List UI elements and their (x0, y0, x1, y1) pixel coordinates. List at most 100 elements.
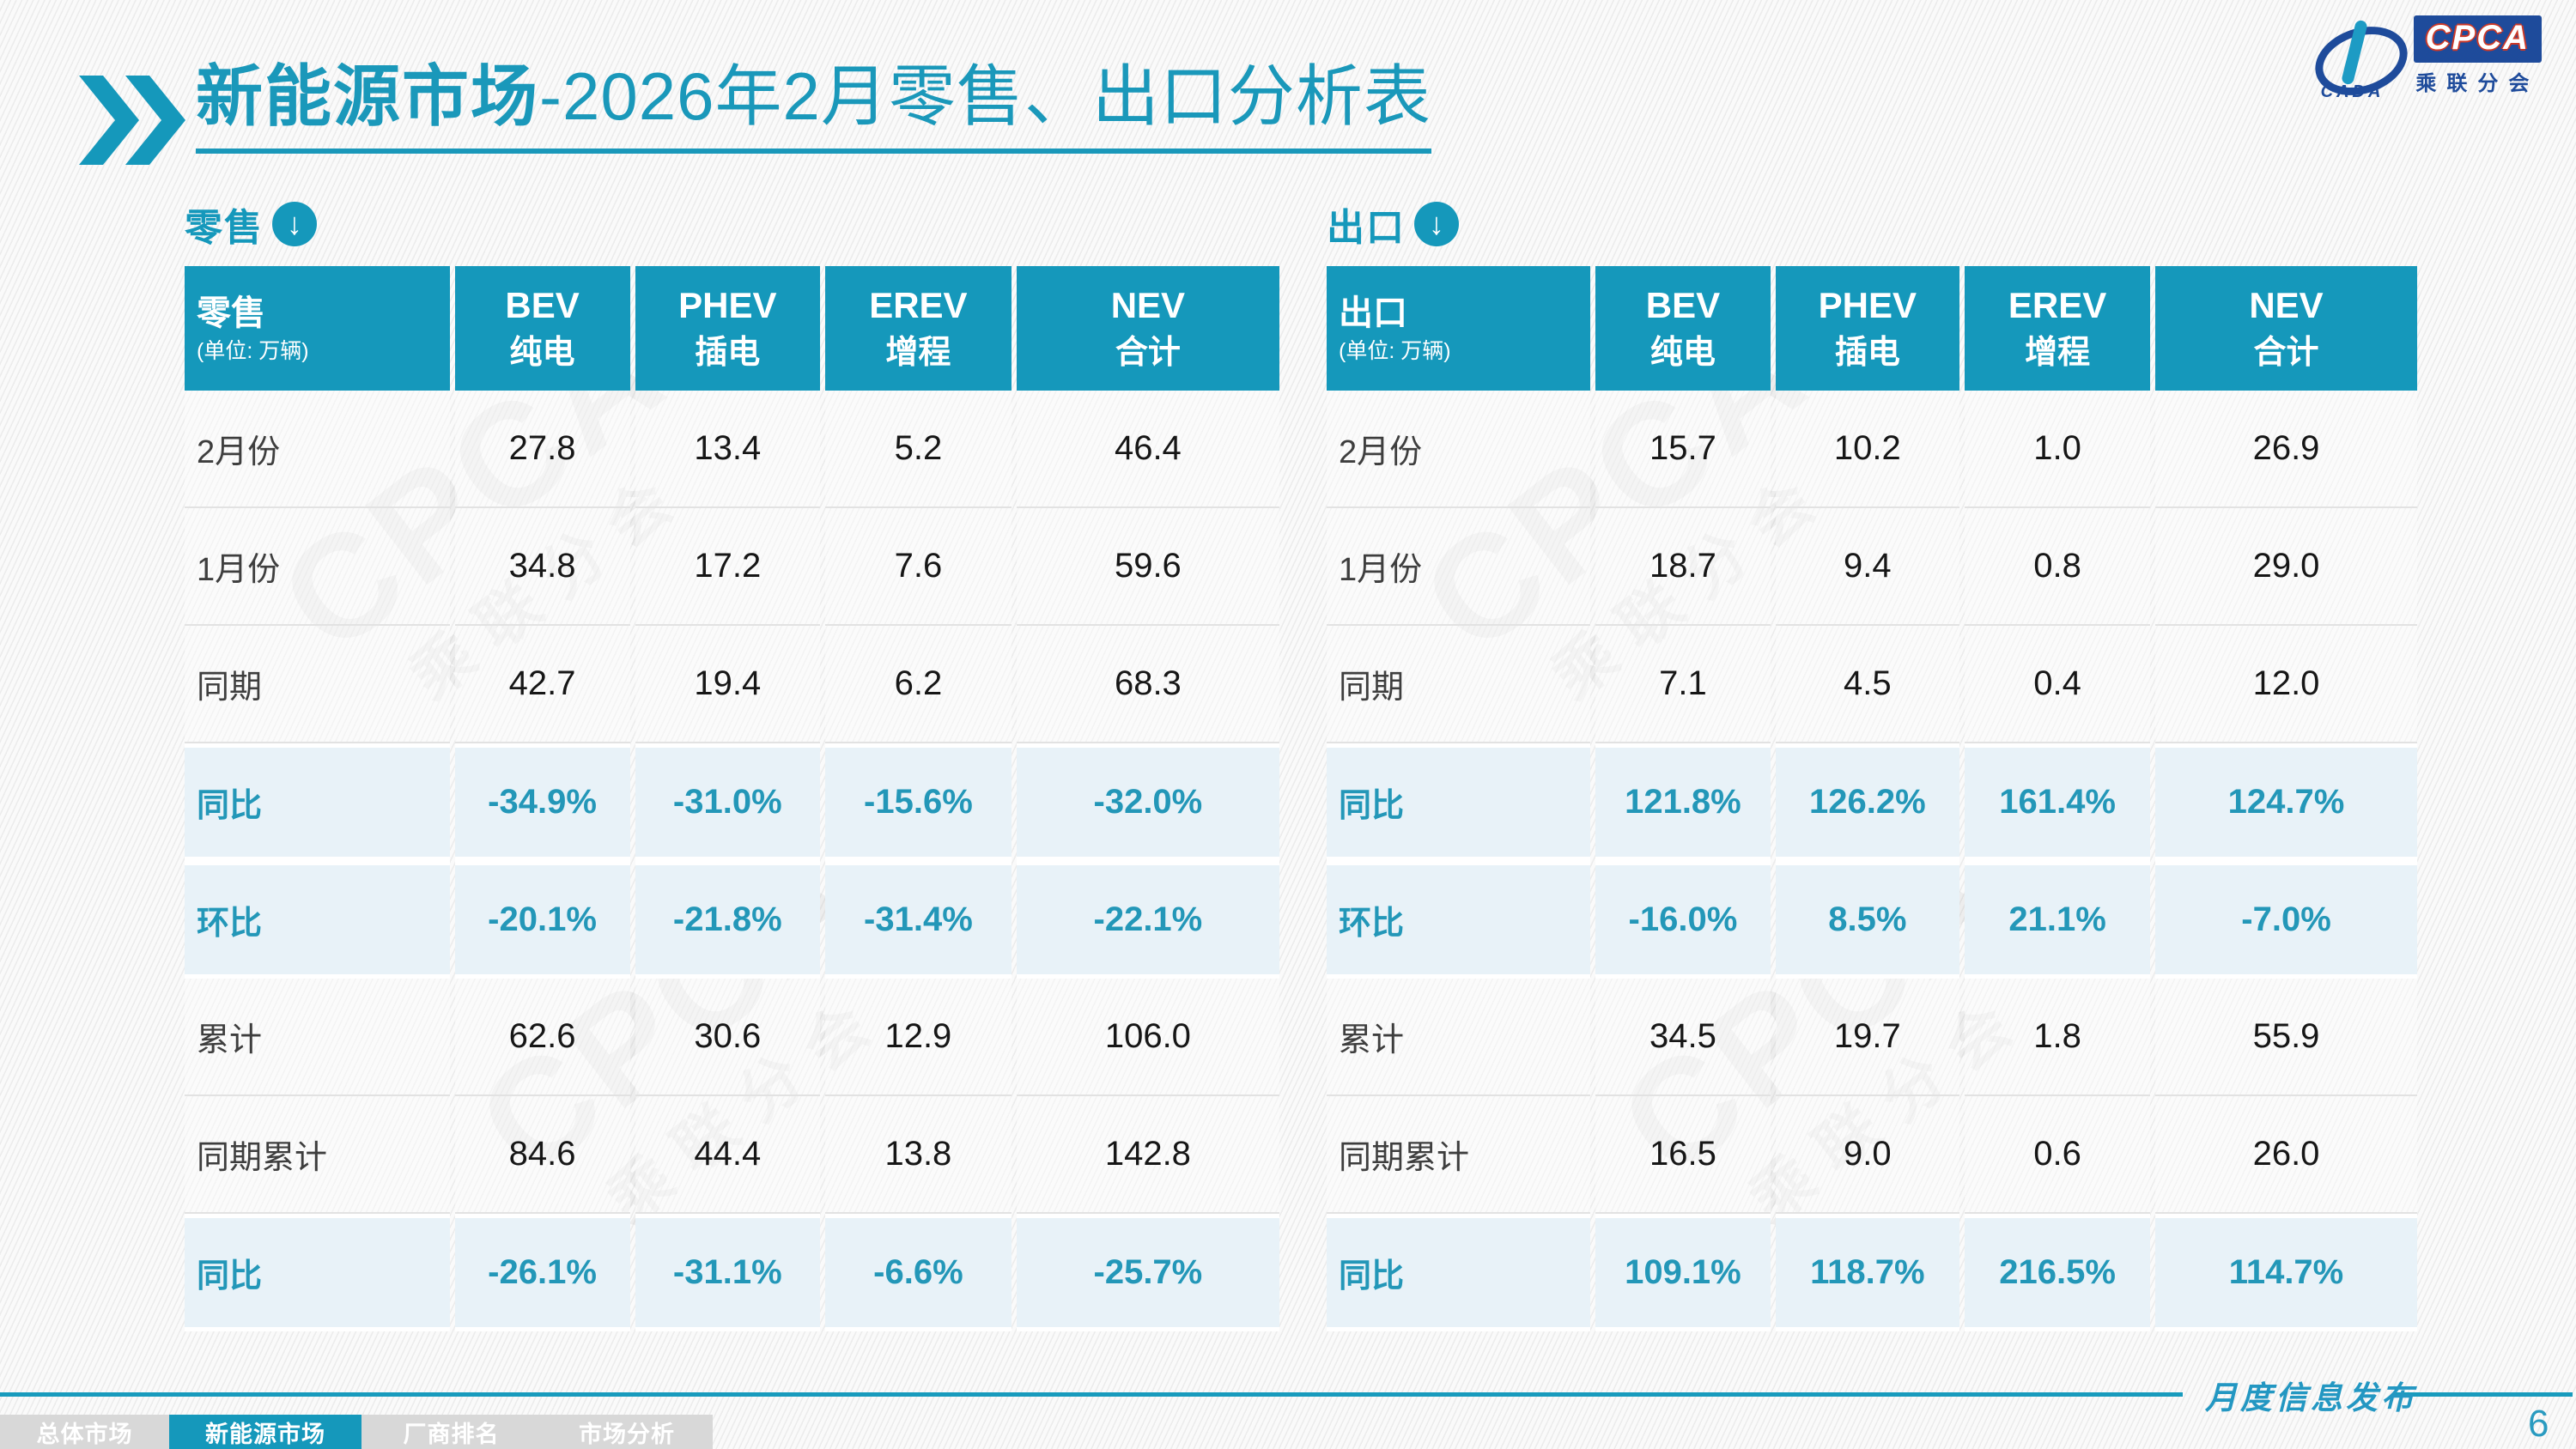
data-cell: 109.1% (1595, 1214, 1771, 1331)
column-header-nev: NEV 合计 (1016, 266, 1279, 391)
cpca-wordmark: CPCA (2414, 15, 2542, 63)
export-table: 出口 (单位: 万辆) BEV 纯电 PHEV 插电 EREV 增程 NEV 合计 2月份 15… (1327, 266, 2417, 1331)
row-label: 同比 (1327, 1214, 1591, 1331)
row-label: 环比 (185, 861, 450, 979)
data-cell: 7.1 (1595, 626, 1771, 743)
table-body: 2月份 27.8 13.4 5.2 46.4 1月份 34.8 17.2 7.6 59.6 同期 42… (185, 391, 1279, 1331)
row-label: 同比 (185, 743, 450, 861)
data-cell: -25.7% (1016, 1214, 1279, 1331)
data-cell: 142.8 (1016, 1096, 1279, 1214)
data-cell: 7.6 (825, 508, 1012, 626)
data-cell: 0.6 (1965, 1096, 2151, 1214)
data-cell: 16.5 (1595, 1096, 1771, 1214)
row-label: 2月份 (185, 391, 450, 508)
corner-label: 出口 (1339, 294, 1407, 332)
data-cell: 10.2 (1775, 391, 1960, 508)
data-cell: 42.7 (454, 626, 630, 743)
data-cell: 9.0 (1775, 1096, 1960, 1214)
data-cell: 29.0 (2155, 508, 2417, 626)
data-cell: -34.9% (454, 743, 630, 861)
export-section-head: 出口 ↓ (1327, 197, 1459, 251)
data-cell: 12.0 (2155, 626, 2417, 743)
table-row: 同期 42.7 19.4 6.2 68.3 (185, 626, 1279, 743)
data-cell: 1.8 (1965, 979, 2151, 1096)
data-cell: 19.4 (635, 626, 821, 743)
column-header-bev: BEV 纯电 (1595, 266, 1771, 391)
bottom-navbar: 总体市场 新能源市场 厂商排名 市场分析 (0, 1415, 713, 1449)
nav-tab-厂商排名[interactable]: 厂商排名 (403, 1421, 500, 1447)
data-cell: 126.2% (1775, 743, 1960, 861)
title-chevrons-icon (79, 76, 208, 165)
data-cell: 21.1% (1965, 861, 2151, 979)
row-label: 1月份 (185, 508, 450, 626)
column-header-cn: 纯电 (1649, 335, 1716, 371)
data-cell: -22.1% (1016, 861, 1279, 979)
table-corner-header: 出口 (单位: 万辆) (1327, 266, 1591, 391)
column-header-phev: PHEV 插电 (635, 266, 821, 391)
column-header-cn: 增程 (2025, 335, 2091, 371)
data-cell: 4.5 (1775, 626, 1960, 743)
export-section-label: 出口 (1327, 207, 1406, 249)
down-arrow-icon: ↓ (272, 202, 317, 246)
column-header-en: NEV (1110, 284, 1186, 325)
table-row: 同比 109.1% 118.7% 216.5% 114.7% (1327, 1214, 2417, 1331)
nav-tab-新能源市场[interactable]: 新能源市场 (169, 1415, 361, 1449)
column-header-nev: NEV 合计 (2155, 266, 2417, 391)
corner-label: 零售 (197, 294, 265, 332)
data-cell: 5.2 (825, 391, 1012, 508)
page-title-market: 新能源市场 (196, 58, 540, 134)
corner-unit: (单位: 万辆) (1339, 338, 1451, 363)
data-cell: -16.0% (1595, 861, 1771, 979)
data-cell: 18.7 (1595, 508, 1771, 626)
nav-tab-市场分析[interactable]: 市场分析 (579, 1421, 675, 1447)
data-cell: 9.4 (1775, 508, 1960, 626)
data-cell: -32.0% (1016, 743, 1279, 861)
data-cell: 34.8 (454, 508, 630, 626)
column-header-en: EREV (869, 284, 968, 325)
data-cell: 1.0 (1965, 391, 2151, 508)
column-header-en: BEV (505, 284, 580, 325)
corner-unit: (单位: 万辆) (197, 338, 309, 363)
data-cell: 124.7% (2155, 743, 2417, 861)
table-row: 1月份 34.8 17.2 7.6 59.6 (185, 508, 1279, 626)
column-header-en: NEV (2249, 284, 2324, 325)
table-row: 2月份 15.7 10.2 1.0 26.9 (1327, 391, 2417, 508)
row-label: 累计 (185, 979, 450, 1096)
table-row: 同期累计 16.5 9.0 0.6 26.0 (1327, 1096, 2417, 1214)
data-cell: 19.7 (1775, 979, 1960, 1096)
column-header-cn: 纯电 (509, 335, 575, 371)
data-cell: -15.6% (825, 743, 1012, 861)
data-cell: -6.6% (825, 1214, 1012, 1331)
data-cell: 13.4 (635, 391, 821, 508)
column-header-erev: EREV 增程 (825, 266, 1012, 391)
column-header-en: BEV (1645, 284, 1721, 325)
row-label: 累计 (1327, 979, 1591, 1096)
table-row: 同期 7.1 4.5 0.4 12.0 (1327, 626, 2417, 743)
page-title: 新能源市场-2026年2月零售、出口分析表 (196, 53, 1431, 155)
data-cell: -21.8% (635, 861, 821, 979)
table-row: 环比 -16.0% 8.5% 21.1% -7.0% (1327, 861, 2417, 979)
data-cell: -20.1% (454, 861, 630, 979)
data-cell: 6.2 (825, 626, 1012, 743)
data-cell: 216.5% (1965, 1214, 2151, 1331)
data-cell: 55.9 (2155, 979, 2417, 1096)
data-cell: 44.4 (635, 1096, 821, 1214)
data-cell: -7.0% (2155, 861, 2417, 979)
data-cell: -26.1% (454, 1214, 630, 1331)
data-cell: 59.6 (1016, 508, 1279, 626)
column-header-erev: EREV 增程 (1965, 266, 2151, 391)
data-cell: 161.4% (1965, 743, 2151, 861)
row-label: 同比 (1327, 743, 1591, 861)
page-title-rest: -2026年2月零售、出口分析表 (539, 58, 1431, 134)
data-cell: 121.8% (1595, 743, 1771, 861)
row-label: 环比 (1327, 861, 1591, 979)
nav-tab-总体市场[interactable]: 总体市场 (36, 1421, 133, 1447)
data-cell: 62.6 (454, 979, 630, 1096)
cpca-subtitle: 乘联分会 (2415, 72, 2540, 95)
data-cell: -31.0% (635, 743, 821, 861)
table-header-row: 零售 (单位: 万辆) BEV 纯电 PHEV 插电 EREV 增程 NEV 合计 (185, 266, 1279, 391)
row-label: 1月份 (1327, 508, 1591, 626)
publication-label: 月度信息发布 (2205, 1381, 2416, 1416)
cpca-logo: CADA CPCA 乘联分会 (2306, 15, 2542, 107)
column-header-en: PHEV (1818, 284, 1917, 325)
